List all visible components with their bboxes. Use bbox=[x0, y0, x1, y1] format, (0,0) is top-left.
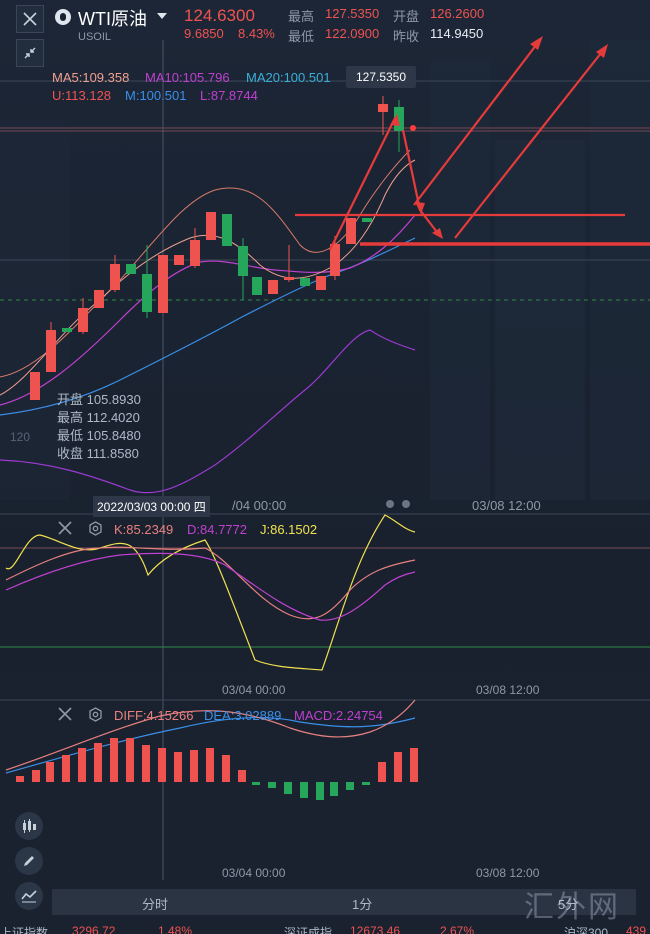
low-label: 最低 bbox=[288, 29, 315, 44]
gear-icon[interactable] bbox=[88, 521, 103, 536]
low-value: 122.0900 bbox=[325, 26, 380, 41]
indicator-icon bbox=[21, 890, 37, 903]
draw-tool-button[interactable] bbox=[15, 847, 43, 875]
macd-diff-label: DIFF:4.15266 bbox=[114, 708, 194, 723]
prev-close-value: 114.9450 bbox=[430, 26, 484, 41]
collapse-button[interactable] bbox=[16, 39, 44, 67]
ticker-value-1: 3296.72 bbox=[72, 924, 116, 934]
period-tab-bar: 分时 1分 5分 bbox=[52, 889, 636, 915]
candlestick-icon bbox=[23, 819, 36, 833]
ohlc-close: 收盘 111.8580 bbox=[57, 446, 139, 461]
current-price: 124.6300 bbox=[184, 6, 255, 25]
macd-dea-label: DEA:3.02889 bbox=[204, 708, 282, 723]
ticker-value-3: 439 bbox=[626, 924, 647, 934]
ma5-label: MA5:109.358 bbox=[52, 70, 130, 85]
high-value: 127.5350 bbox=[325, 6, 380, 21]
ticker-value-2: 12673.46 bbox=[350, 924, 401, 934]
indicator-tool-button[interactable] bbox=[15, 882, 43, 910]
price-change-pct: 8.43% bbox=[238, 26, 275, 41]
ticker-name-1[interactable]: 上证指数 bbox=[0, 926, 49, 934]
kdj-x-label-2: 03/08 12:00 bbox=[476, 683, 540, 697]
kdj-d-label: D:84.7772 bbox=[187, 522, 247, 537]
ohlc-open: 开盘 105.8930 bbox=[57, 392, 141, 407]
boll-upper-label: U:113.128 bbox=[52, 88, 112, 103]
ticker-name-2[interactable]: 深证成指 bbox=[284, 926, 333, 934]
close-icon[interactable] bbox=[58, 707, 72, 721]
tab-1min[interactable]: 1分 bbox=[352, 897, 373, 912]
ticker-pct-2: 2.67% bbox=[440, 924, 475, 934]
symbol-logo-icon bbox=[55, 9, 71, 25]
close-icon bbox=[23, 12, 37, 26]
ohlc-high: 最高 112.4020 bbox=[57, 410, 140, 425]
ohlc-low: 最低 105.8480 bbox=[57, 428, 141, 443]
open-value: 126.2600 bbox=[430, 6, 485, 21]
price-change: 9.6850 bbox=[184, 26, 224, 41]
kdj-k-label: K:85.2349 bbox=[114, 522, 174, 537]
ticker-name-3[interactable]: 沪深300 bbox=[564, 926, 609, 934]
close-icon[interactable] bbox=[58, 521, 72, 535]
tab-timeshare[interactable]: 分时 bbox=[142, 897, 169, 912]
index-ticker: 上证指数 3296.72 1.48% 深证成指 12673.46 2.67% 沪… bbox=[0, 922, 650, 934]
kdj-j-label: J:86.1502 bbox=[260, 522, 318, 537]
macd-x-label-2: 03/08 12:00 bbox=[476, 866, 540, 880]
pencil-icon bbox=[24, 856, 34, 866]
symbol-code: USOIL bbox=[78, 31, 112, 43]
macd-value-label: MACD:2.24754 bbox=[294, 708, 383, 723]
open-label: 开盘 bbox=[393, 9, 420, 24]
axis-left-label: 120 bbox=[10, 430, 31, 444]
candles bbox=[30, 96, 416, 400]
kdj-x-label-1: 03/04 00:00 bbox=[222, 683, 286, 697]
boll-lower-label: L:87.8744 bbox=[200, 88, 258, 103]
high-label: 最高 bbox=[288, 9, 315, 24]
caret-down-icon[interactable] bbox=[157, 13, 167, 19]
boll-mid-label: M:100.501 bbox=[125, 88, 187, 103]
annotation-lines bbox=[295, 39, 650, 251]
macd-x-label-1: 03/04 00:00 bbox=[222, 866, 286, 880]
close-button[interactable] bbox=[16, 5, 44, 33]
watermark: 汇外网 bbox=[524, 890, 620, 925]
price-popup: 127.5350 bbox=[346, 66, 416, 88]
main-x-label-2: 03/08 12:00 bbox=[472, 498, 541, 513]
ticker-pct-1: 1.48% bbox=[158, 924, 193, 934]
tab-5min[interactable]: 5分 bbox=[558, 897, 579, 912]
collapse-icon bbox=[24, 47, 36, 59]
gear-icon[interactable] bbox=[88, 707, 103, 722]
symbol-name[interactable]: WTI原油 bbox=[78, 9, 147, 29]
ma20-label: MA20:100.501 bbox=[246, 70, 331, 85]
prev-close-label: 昨收 bbox=[393, 29, 420, 44]
ma10-label: MA10:105.796 bbox=[145, 70, 230, 85]
main-x-label-1: /04 00:00 bbox=[232, 498, 287, 513]
crosshair-date-tooltip: 2022/03/03 00:00 四 bbox=[93, 496, 210, 517]
candlestick-tool-button[interactable] bbox=[15, 812, 43, 840]
